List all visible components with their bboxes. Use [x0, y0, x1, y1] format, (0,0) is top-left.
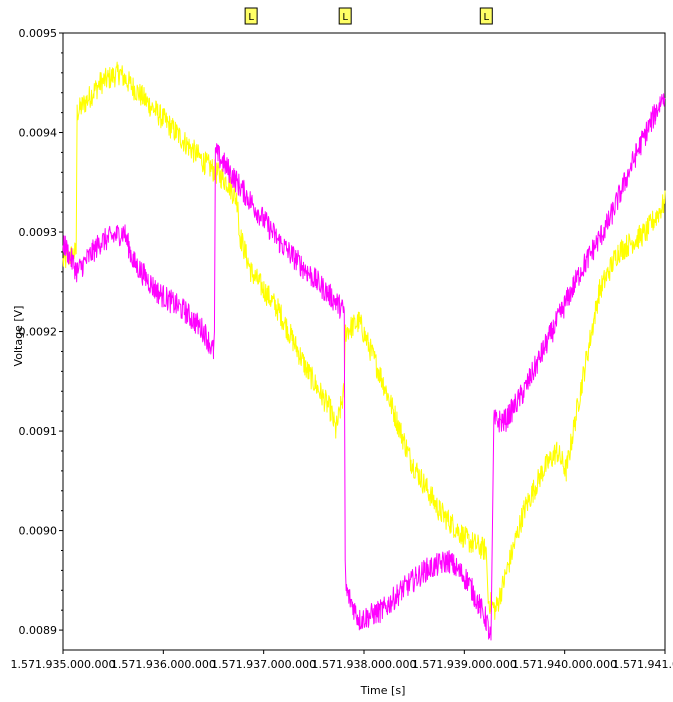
- event-marker-box[interactable]: [244, 7, 258, 25]
- y-tick-label: 0.0094: [19, 127, 58, 140]
- event-marker-label: L: [342, 12, 348, 23]
- x-axis-title: Time [s]: [360, 684, 406, 697]
- y-axis-title: Voltage [V]: [12, 306, 25, 367]
- y-axis: 0.0089 0.0090 0.0091 0.0092 0.0093 0.0094 0.00…: [19, 27, 63, 637]
- y-tick-label: 0.0092: [19, 326, 58, 339]
- series-layer: [62, 61, 666, 641]
- y-tick-label: 0.0090: [19, 525, 58, 538]
- x-axis: 1.571.935.000.0001.571.936.000.0001.571.…: [11, 650, 673, 671]
- x-tick-label: 1.571.940.000.000: [512, 658, 617, 671]
- x-tick-label: 1.571.937.000.000: [211, 658, 316, 671]
- event-marker-box[interactable]: [338, 7, 352, 25]
- series-line-1: [62, 61, 666, 620]
- event-marker-label: L: [483, 12, 489, 23]
- y-tick-label: 0.0091: [19, 425, 58, 438]
- x-tick-label: 1.571.941.000.000: [613, 658, 673, 671]
- x-tick-label: 1.571.938.000.000: [312, 658, 417, 671]
- x-tick-label: 1.571.935.000.000: [11, 658, 116, 671]
- x-tick-label: 1.571.936.000.000: [111, 658, 216, 671]
- series-line-2: [62, 93, 666, 641]
- event-marker-label: L: [248, 12, 254, 23]
- y-tick-label: 0.0093: [19, 226, 58, 239]
- y-tick-label: 0.0095: [19, 27, 58, 40]
- event-marker-box[interactable]: [479, 7, 493, 25]
- y-tick-label: 0.0089: [19, 624, 58, 637]
- x-tick-label: 1.571.939.000.000: [412, 658, 517, 671]
